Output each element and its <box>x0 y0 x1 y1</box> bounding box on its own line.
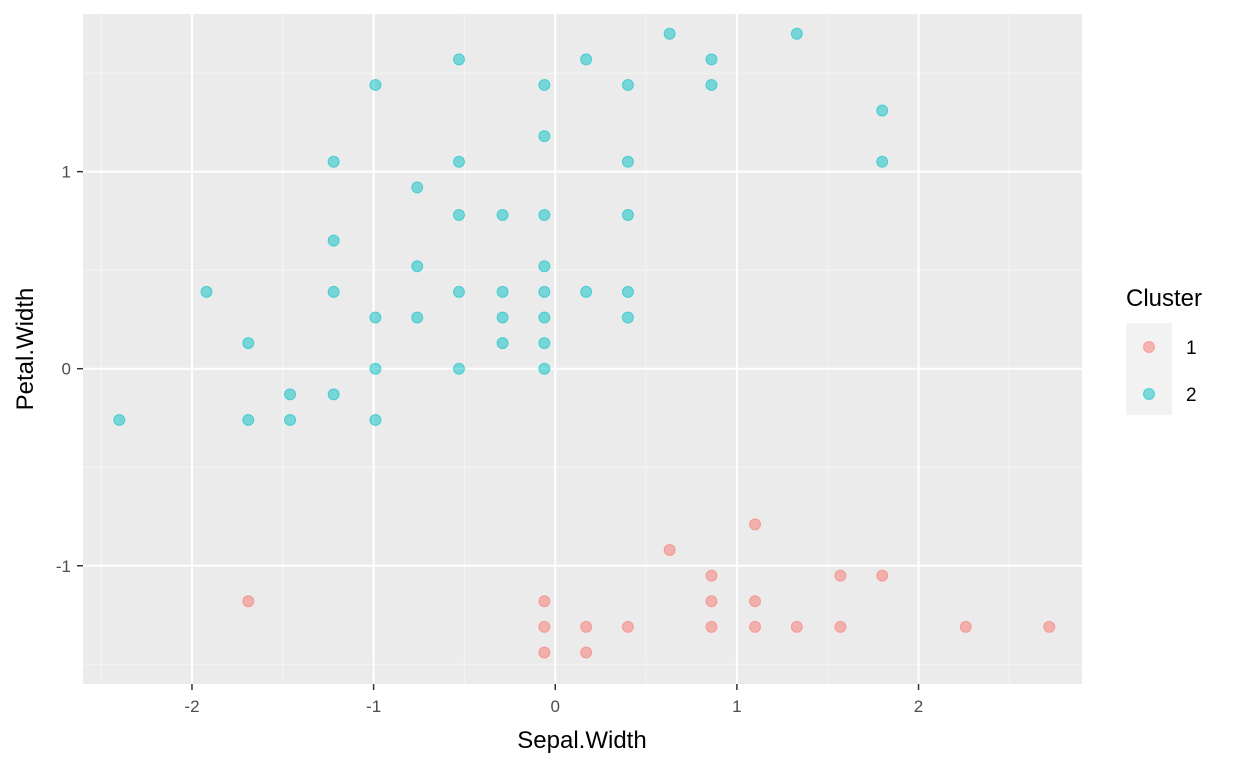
cluster-2-point <box>284 388 297 401</box>
cluster-2-point <box>538 78 551 91</box>
y-tick-label: -1 <box>56 557 71 576</box>
legend-key-cluster-1 <box>1143 341 1155 353</box>
cluster-2-point <box>411 181 424 194</box>
cluster-1-point <box>834 569 847 582</box>
cluster-1-point <box>876 569 889 582</box>
cluster-2-point <box>411 311 424 324</box>
cluster-2-point <box>496 311 509 324</box>
cluster-1-point <box>538 620 551 633</box>
cluster-2-point <box>411 260 424 273</box>
cluster-2-point <box>452 285 465 298</box>
minor-gridlines <box>83 14 1082 684</box>
cluster-2-point <box>452 53 465 66</box>
x-tick-label: -1 <box>366 697 381 716</box>
x-tick-label: 1 <box>732 697 741 716</box>
cluster-1-point <box>538 646 551 659</box>
cluster-2-point <box>538 130 551 143</box>
cluster-2-point <box>538 260 551 273</box>
cluster-1-point <box>242 595 255 608</box>
x-tick-label: -2 <box>184 697 199 716</box>
cluster-1-point <box>663 544 676 556</box>
cluster-1-point <box>959 620 972 633</box>
cluster-1-point <box>538 595 551 608</box>
cluster-1-point <box>705 595 718 608</box>
cluster-1-point <box>1043 620 1056 633</box>
data-points <box>113 27 1056 659</box>
cluster-2-point <box>242 337 255 350</box>
cluster-2-point <box>327 285 340 298</box>
cluster-2-point <box>327 388 340 401</box>
cluster-2-point <box>621 311 634 324</box>
legend: Cluster 1 2 <box>1126 285 1202 415</box>
cluster-2-point <box>496 209 509 221</box>
cluster-2-point <box>538 285 551 298</box>
cluster-2-point <box>452 209 465 221</box>
cluster-2-point <box>663 27 676 40</box>
cluster-2-point <box>369 311 382 324</box>
cluster-2-point <box>580 285 593 298</box>
x-tick-label: 2 <box>914 697 923 716</box>
legend-key-background <box>1126 323 1172 415</box>
cluster-2-point <box>452 155 465 168</box>
cluster-2-point <box>538 311 551 324</box>
cluster-2-point <box>242 413 255 426</box>
cluster-2-point <box>621 209 634 221</box>
cluster-2-point <box>496 337 509 350</box>
y-axis-title: Petal.Width <box>12 288 39 411</box>
cluster-1-point <box>749 620 762 633</box>
cluster-1-point <box>834 620 847 633</box>
cluster-2-point <box>621 285 634 298</box>
x-axis: -2 -1 0 1 2 <box>184 684 923 716</box>
cluster-2-point <box>705 53 718 66</box>
major-gridlines <box>83 14 1082 684</box>
legend-title: Cluster <box>1126 285 1202 312</box>
cluster-1-point <box>749 595 762 608</box>
cluster-2-point <box>705 78 718 91</box>
legend-key-cluster-2 <box>1143 388 1155 400</box>
cluster-2-point <box>496 285 509 298</box>
cluster-2-point <box>538 209 551 221</box>
cluster-2-point <box>621 155 634 168</box>
cluster-2-point <box>113 413 126 426</box>
cluster-2-point <box>876 155 889 168</box>
cluster-2-point <box>876 104 889 117</box>
x-axis-title: Sepal.Width <box>517 727 646 754</box>
y-tick-label: 1 <box>62 163 71 182</box>
cluster-2-point <box>538 362 551 375</box>
cluster-2-point <box>369 413 382 426</box>
cluster-2-point <box>327 155 340 168</box>
cluster-2-point <box>369 78 382 91</box>
cluster-1-point <box>790 620 803 633</box>
plot-panel <box>83 14 1082 684</box>
cluster-2-point <box>790 27 803 40</box>
legend-label-cluster-2: 2 <box>1186 385 1197 406</box>
cluster-2-point <box>621 78 634 91</box>
legend-label-cluster-1: 1 <box>1186 338 1197 359</box>
cluster-2-point <box>327 234 340 247</box>
cluster-2-point <box>538 337 551 350</box>
cluster-2-point <box>369 362 382 375</box>
y-tick-label: 0 <box>62 360 71 379</box>
cluster-1-point <box>749 518 762 531</box>
cluster-1-point <box>621 620 634 633</box>
cluster-1-point <box>705 569 718 582</box>
cluster-1-point <box>580 620 593 633</box>
cluster-2-point <box>580 53 593 66</box>
cluster-1-point <box>705 620 718 633</box>
y-axis: -1 0 1 <box>56 163 83 576</box>
cluster-2-point <box>452 362 465 375</box>
cluster-2-point <box>284 413 297 426</box>
x-tick-label: 0 <box>551 697 560 716</box>
cluster-1-point <box>580 646 593 659</box>
cluster-2-point <box>200 285 213 298</box>
